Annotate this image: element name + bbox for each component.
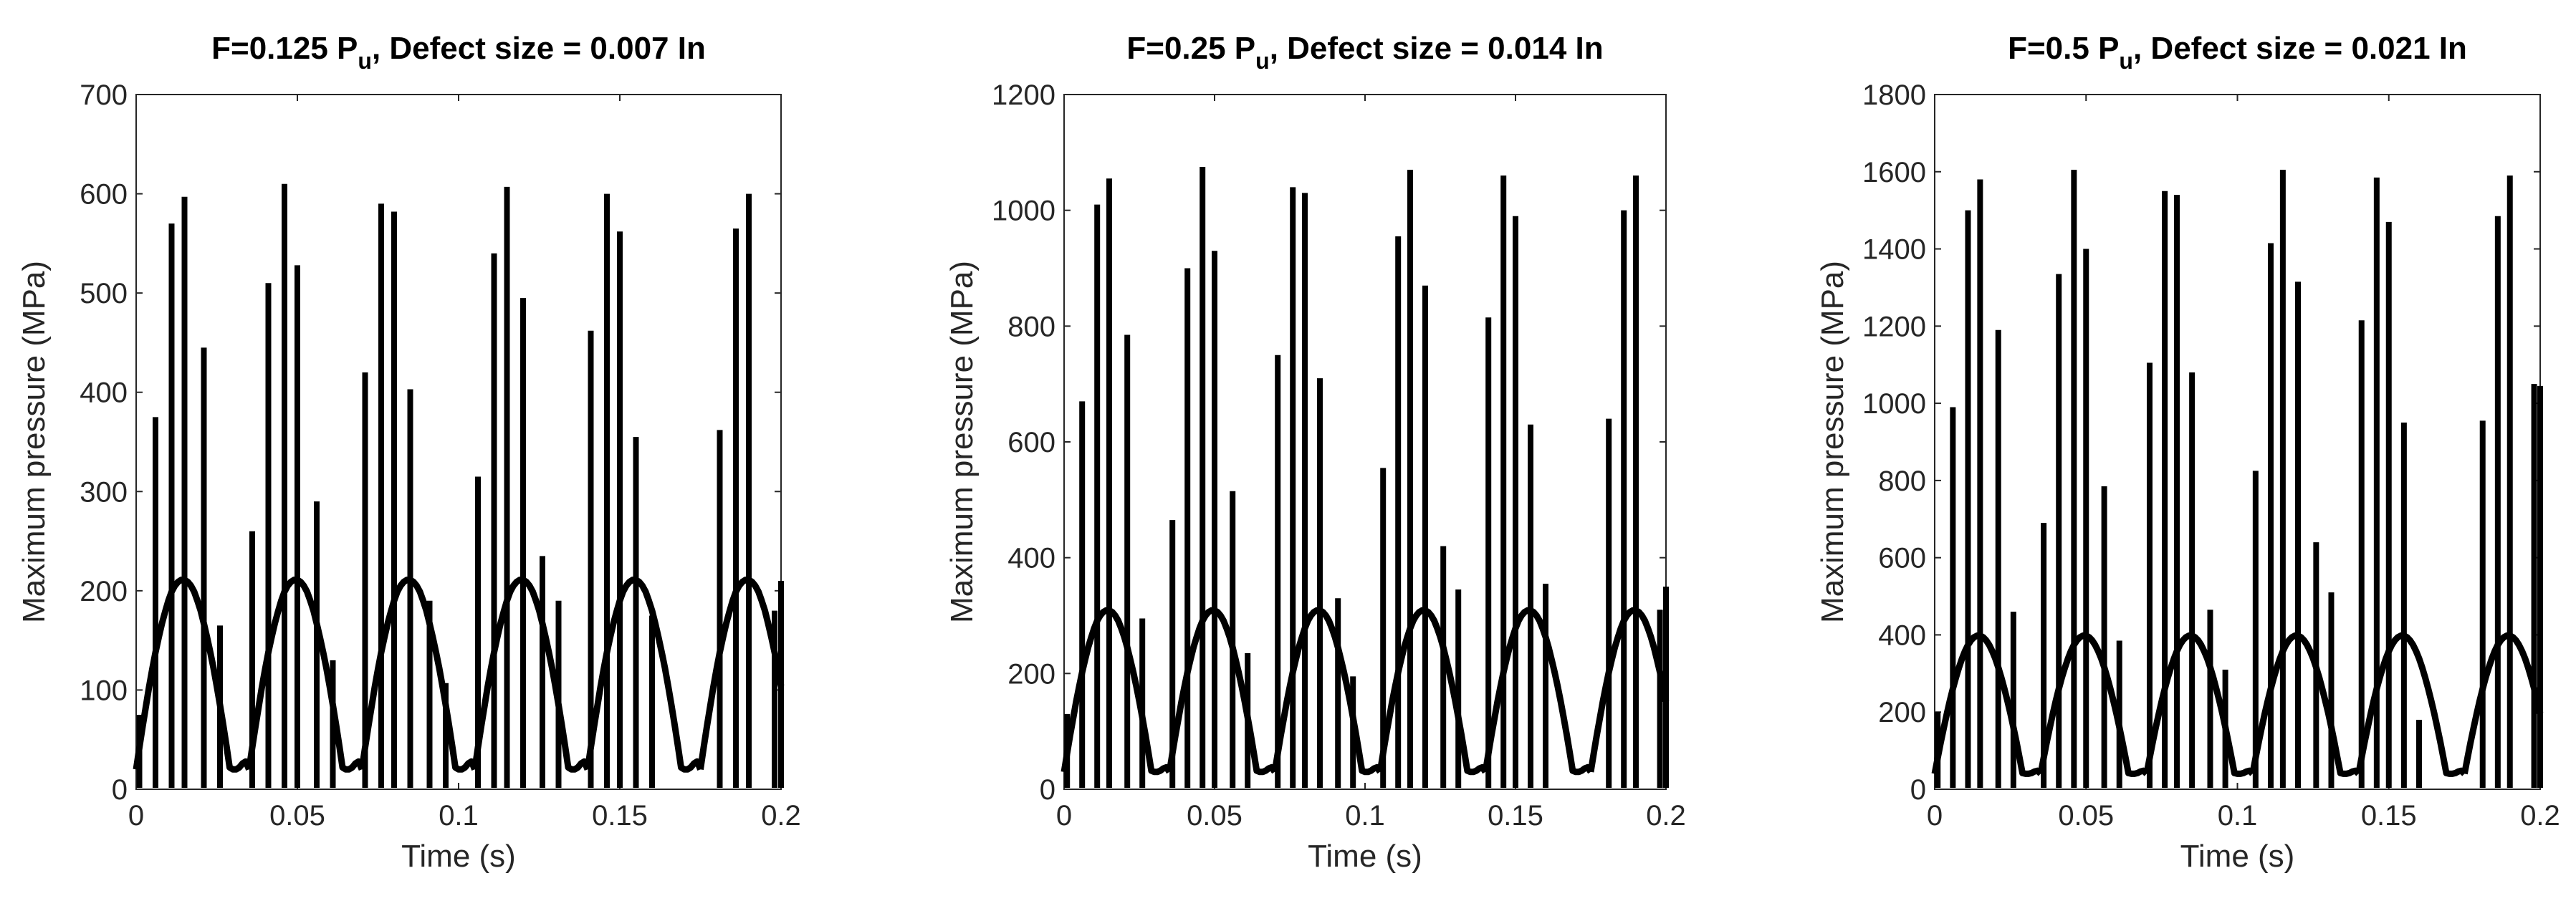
y-tick-label: 0 [1910, 774, 1926, 806]
axes-box [135, 94, 782, 790]
chart-title-suffix: , Defect size = 0.014 In [1270, 31, 1604, 66]
y-tick-label: 800 [1878, 466, 1926, 497]
x-tick-label: 0 [1927, 800, 1943, 832]
axes-box [1063, 94, 1667, 790]
x-tick-label: 0.05 [2058, 800, 2114, 832]
y-tick-label: 300 [80, 476, 128, 508]
y-tick-label: 400 [80, 377, 128, 409]
series-line [697, 577, 785, 770]
x-axis-label: Time (s) [2180, 839, 2295, 874]
y-tick-label: 0 [112, 774, 128, 806]
x-tick-label: 0.2 [2520, 800, 2560, 832]
x-tick-label: 0.2 [1646, 800, 1686, 832]
y-tick-label: 600 [1007, 427, 1055, 458]
x-tick-label: 0.05 [1187, 800, 1242, 832]
chart-title-prefix: F=0.5 P [2008, 31, 2119, 66]
y-tick-label: 400 [1007, 543, 1055, 574]
y-tick-label: 1600 [1862, 157, 1926, 188]
y-tick-label: 800 [1007, 311, 1055, 342]
x-tick-label: 0.05 [269, 800, 325, 832]
chart-panel-3: 0 0.05 0.1 0.15 0.2 0 200 400 600 800 1000 1200 1400… [1815, 31, 2560, 874]
y-tick-label: 200 [1878, 697, 1926, 728]
y-tick-label: 1200 [1862, 311, 1926, 342]
chart-title-prefix: F=0.25 P [1126, 31, 1255, 66]
y-tick-label: 100 [80, 675, 128, 706]
x-axis-label: Time (s) [1308, 839, 1422, 874]
y-tick-label: 400 [1878, 620, 1926, 651]
series-line [1587, 607, 1670, 773]
y-axis-label: Maximum pressure (MPa) [16, 261, 52, 623]
chart-title-subscript: u [1255, 48, 1270, 74]
y-tick-label: 500 [80, 278, 128, 309]
x-axis-label: Time (s) [401, 839, 516, 874]
x-tick-label: 0.1 [1345, 800, 1385, 832]
y-tick-label: 0 [1040, 774, 1055, 806]
chart-title: F=0.125 Pu, Defect size = 0.007 In [211, 31, 706, 74]
x-tick-label: 0.15 [1488, 800, 1543, 832]
y-tick-label: 1800 [1862, 79, 1926, 111]
chart-panel-2: 0 0.05 0.1 0.15 0.2 0 200 400 600 800 1000 1200 F=0.… [944, 31, 1686, 874]
chart-title-suffix: , Defect size = 0.007 In [372, 31, 706, 66]
chart-title-subscript: u [358, 48, 372, 74]
y-axis-label: Maximum pressure (MPa) [1815, 261, 1850, 623]
y-tick-label: 600 [1878, 543, 1926, 574]
series-line [2461, 632, 2544, 775]
x-tick-label: 0.15 [592, 800, 648, 832]
x-tick-label: 0 [128, 800, 144, 832]
y-tick-label: 700 [80, 79, 128, 111]
x-tick-label: 0.15 [2361, 800, 2417, 832]
x-tick-label: 0 [1056, 800, 1072, 832]
x-tick-label: 0.1 [2218, 800, 2258, 832]
y-axis-label: Maximum pressure (MPa) [944, 261, 980, 623]
chart-title-subscript: u [2119, 48, 2133, 74]
y-tick-label: 1200 [992, 79, 1055, 111]
x-tick-label: 0.1 [439, 800, 479, 832]
y-tick-label: 1400 [1862, 234, 1926, 266]
y-tick-label: 1000 [1862, 388, 1926, 420]
chart-title: F=0.25 Pu, Defect size = 0.014 In [1126, 31, 1603, 74]
y-tick-label: 1000 [992, 196, 1055, 227]
chart-title: F=0.5 Pu, Defect size = 0.021 In [2008, 31, 2467, 74]
axes-box [1934, 94, 2541, 790]
x-tick-label: 0.2 [761, 800, 801, 832]
y-tick-label: 200 [80, 576, 128, 607]
chart-title-prefix: F=0.125 P [211, 31, 358, 66]
chart-title-suffix: , Defect size = 0.021 In [2133, 31, 2467, 66]
chart-panel-1: 0 0.05 0.1 0.15 0.2 0 100 200 300 400 500 600 700 F=0… [16, 31, 801, 874]
y-tick-label: 600 [80, 179, 128, 211]
y-tick-label: 200 [1007, 658, 1055, 690]
